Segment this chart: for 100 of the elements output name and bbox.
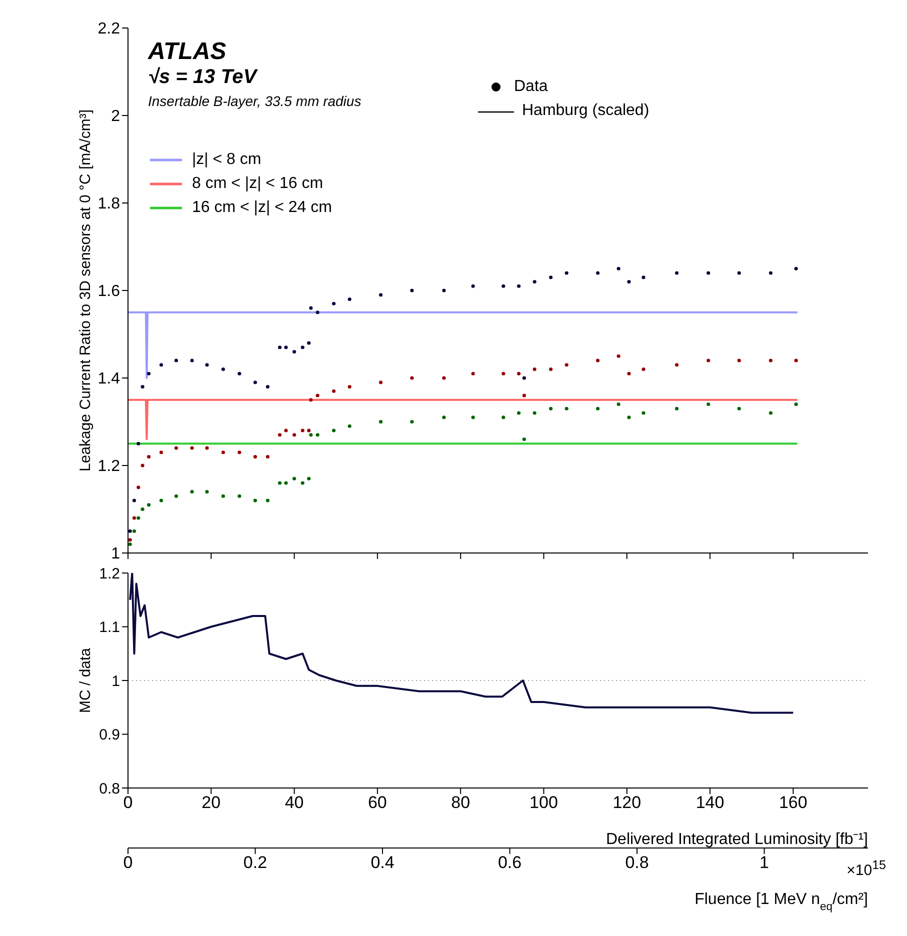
point	[378, 380, 383, 384]
point	[471, 416, 475, 420]
point	[146, 454, 151, 459]
x-tick-label: 80	[451, 793, 470, 812]
point	[238, 372, 242, 376]
point	[596, 406, 600, 410]
point	[502, 284, 506, 288]
y-tick-label: 1.2	[98, 458, 120, 476]
legend-label: 8 cm < |z| < 16 cm	[192, 175, 324, 193]
y-axis-title: Leakage Current Ratio to 3D sensors at 0 °C [mA/cm³]	[77, 110, 94, 472]
point	[316, 394, 320, 398]
point	[332, 389, 336, 393]
point	[278, 433, 282, 437]
point	[410, 288, 414, 292]
point	[674, 271, 679, 275]
point	[378, 293, 383, 297]
point	[442, 376, 446, 380]
point	[309, 306, 313, 310]
x2-tick-label: 0.2	[243, 853, 268, 872]
point	[221, 450, 225, 454]
point	[292, 350, 296, 354]
point	[307, 341, 311, 345]
point	[516, 284, 521, 288]
point	[136, 516, 140, 520]
point	[132, 498, 136, 502]
point	[706, 402, 710, 406]
point	[616, 354, 620, 358]
text: √s = 13 TeV	[148, 66, 257, 88]
x2-tick-label: 0	[123, 853, 133, 872]
point	[292, 433, 296, 437]
point	[266, 384, 270, 389]
point	[737, 271, 741, 275]
point	[642, 367, 646, 372]
annotation: Data	[514, 78, 548, 96]
y-tick-label: 2.2	[98, 20, 120, 38]
point	[284, 428, 288, 432]
point	[522, 376, 526, 380]
point	[221, 367, 225, 372]
y-tick-label: 1.1	[99, 619, 120, 636]
point	[132, 529, 136, 533]
chart-title: ATLAS	[148, 38, 226, 65]
x-tick-label: 140	[696, 793, 724, 812]
x-tick-label: 20	[202, 793, 221, 812]
point	[332, 302, 336, 306]
point	[190, 358, 194, 362]
point	[471, 372, 475, 376]
point	[140, 464, 144, 468]
point	[146, 503, 151, 507]
x-tick-label: 0	[123, 793, 133, 812]
point	[307, 476, 311, 480]
x-tick-label: 160	[778, 793, 808, 812]
point	[410, 376, 414, 380]
point	[706, 271, 710, 275]
point	[794, 266, 798, 270]
x2-tick-label: 0.4	[370, 853, 394, 872]
point	[737, 358, 741, 362]
point	[348, 297, 352, 302]
point	[253, 498, 258, 502]
y-tick-label: 1	[112, 672, 120, 690]
point	[316, 310, 320, 314]
point	[348, 424, 352, 428]
point	[253, 454, 258, 459]
point	[174, 446, 178, 450]
point	[136, 486, 140, 490]
point	[300, 481, 304, 485]
point	[564, 363, 568, 367]
point	[266, 454, 270, 459]
point	[516, 372, 521, 376]
point	[300, 428, 304, 432]
point	[627, 280, 631, 284]
y-tick-label: 1	[111, 546, 120, 563]
point	[794, 358, 798, 362]
text: ×10$^{15}$	[846, 858, 886, 879]
point	[378, 420, 383, 424]
point	[238, 450, 242, 454]
point	[522, 394, 526, 398]
y-tick-label: 1.2	[99, 565, 120, 582]
x-tick-label: 100	[530, 793, 558, 812]
point	[706, 358, 710, 362]
point	[266, 498, 270, 502]
point	[205, 446, 209, 450]
point	[307, 428, 311, 432]
y-tick-label: 0.8	[99, 780, 120, 798]
point	[205, 363, 209, 367]
point	[442, 288, 446, 292]
point	[140, 507, 144, 512]
line-series	[129, 573, 794, 714]
point	[205, 490, 209, 494]
point	[532, 411, 536, 415]
point	[616, 266, 620, 270]
y-tick-label: 1.4	[98, 370, 120, 388]
point	[737, 406, 741, 410]
x2-tick-label: 0.8	[625, 853, 649, 872]
legend-label: |z| < 8 cm	[192, 151, 262, 169]
point	[532, 280, 536, 284]
point	[316, 433, 320, 437]
point	[549, 406, 553, 410]
x-tick-label: 40	[284, 793, 304, 812]
point	[768, 271, 773, 275]
point	[159, 450, 164, 454]
